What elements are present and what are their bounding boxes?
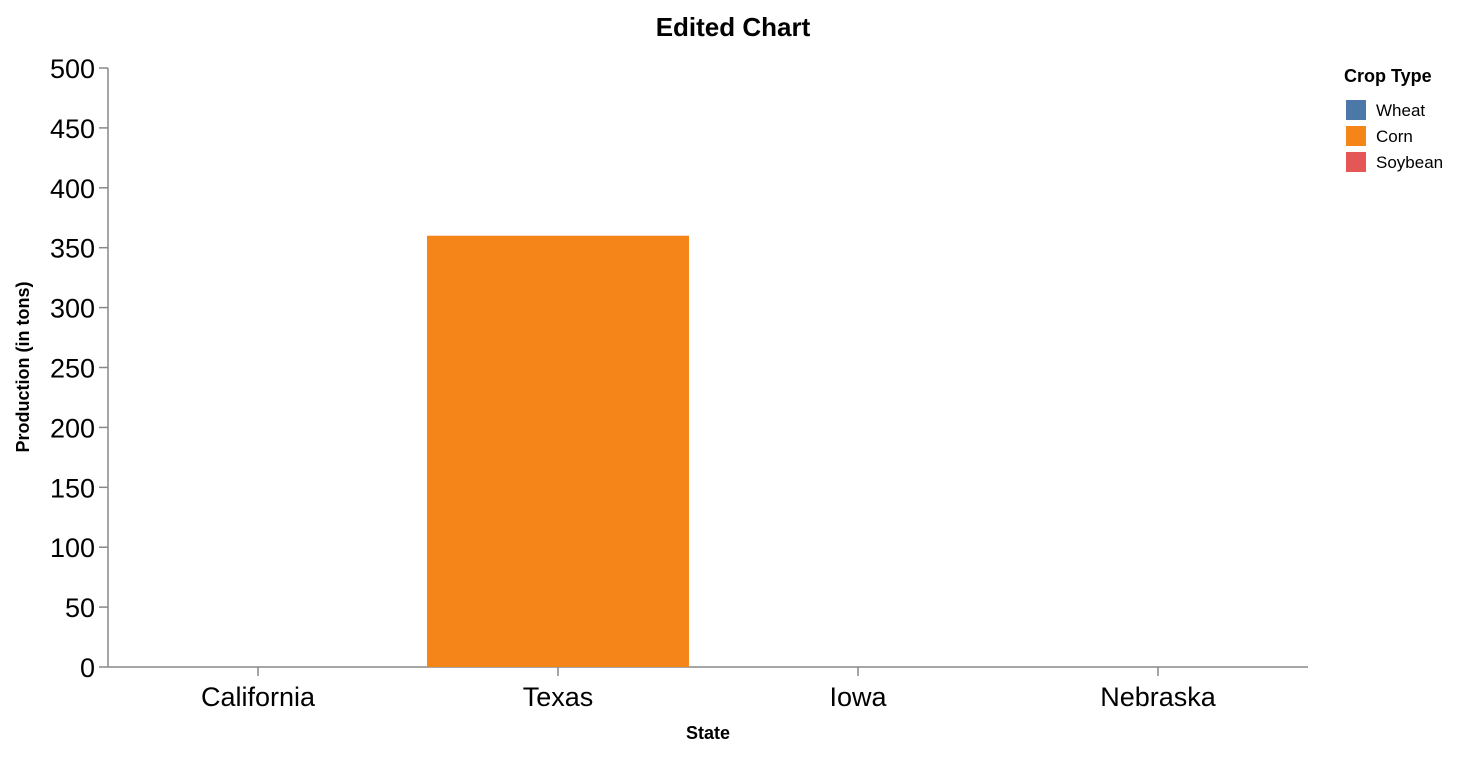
- legend-swatch-corn: [1346, 126, 1366, 146]
- y-tick-label: 100: [50, 533, 95, 563]
- y-tick-label: 150: [50, 473, 95, 503]
- y-tick-label: 250: [50, 354, 95, 384]
- legend: Crop Type Wheat Corn Soybean: [1344, 66, 1443, 172]
- y-tick-label: 350: [50, 234, 95, 264]
- x-tick-label: California: [201, 682, 316, 712]
- y-tick-label: 50: [65, 593, 95, 623]
- legend-swatch-wheat: [1346, 100, 1366, 120]
- legend-title: Crop Type: [1344, 66, 1432, 86]
- x-tick-label: Iowa: [829, 682, 887, 712]
- legend-label-corn: Corn: [1376, 127, 1413, 146]
- x-tick-label: Nebraska: [1100, 682, 1217, 712]
- y-tick-label: 500: [50, 54, 95, 84]
- y-tick-label: 0: [80, 653, 95, 683]
- x-tick-label: Texas: [523, 682, 594, 712]
- legend-items: Wheat Corn Soybean: [1346, 100, 1443, 172]
- bar-texas-corn[interactable]: [427, 235, 689, 667]
- y-axis: 0 50 100 150 200 250 300 350 400 450 500: [50, 54, 109, 683]
- legend-swatch-soybean: [1346, 152, 1366, 172]
- y-tick-label: 200: [50, 413, 95, 443]
- y-tick-label: 300: [50, 294, 95, 324]
- x-axis-title: State: [686, 723, 730, 743]
- y-axis-title: Production (in tons): [13, 282, 33, 453]
- y-tick-label: 400: [50, 174, 95, 204]
- x-axis: California Texas Iowa Nebraska: [108, 666, 1308, 712]
- legend-label-soybean: Soybean: [1376, 153, 1443, 172]
- legend-label-wheat: Wheat: [1376, 101, 1425, 120]
- chart-title: Edited Chart: [656, 12, 811, 42]
- bars-group: [427, 235, 689, 667]
- y-tick-label: 450: [50, 114, 95, 144]
